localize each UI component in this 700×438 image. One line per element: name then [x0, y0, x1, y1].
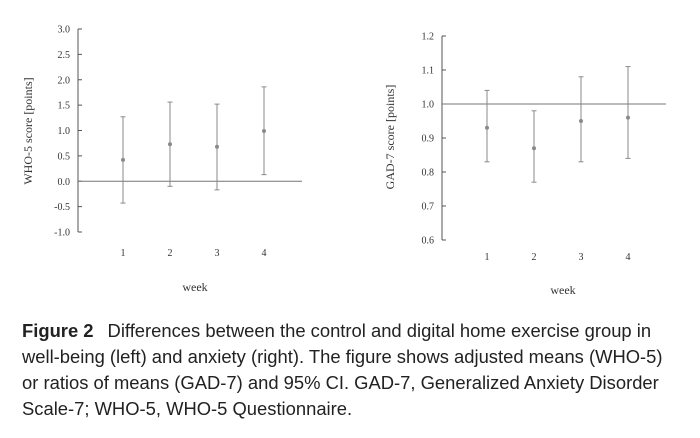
chart-gad7: 1.2 1.1 1.0 0.9 0.8 0.7 0.6 1 2 3 4 week GAD-7 score…: [383, 32, 666, 297]
who5-mean-point: [168, 142, 172, 147]
gad7-y-tick-label: 0.9: [422, 134, 435, 145]
who5-y-tick-label: 2.0: [58, 75, 71, 86]
caption-text: Differences between the control and digi…: [22, 320, 663, 419]
who5-y-tick-label: 3.0: [58, 25, 71, 36]
gad7-y-tick-label: 1.0: [422, 100, 435, 111]
who5-mean-point: [215, 144, 219, 149]
who5-y-tick-label: -0.5: [54, 202, 70, 213]
caption-label: Figure 2: [22, 320, 94, 341]
gad7-x-tick-label: 4: [626, 252, 631, 263]
gad7-x-tick-label: 2: [532, 252, 537, 263]
gad7-y-axis-title: GAD-7 score [points]: [383, 85, 397, 190]
who5-mean-point: [121, 157, 125, 162]
who5-x-axis-title: week: [182, 280, 207, 294]
who5-x-tick-label: 1: [121, 248, 126, 259]
gad7-mean-point: [532, 146, 536, 151]
who5-mean-point: [262, 129, 266, 134]
gad7-mean-point: [579, 119, 583, 123]
gad7-x-tick-label: 1: [485, 252, 490, 263]
who5-y-tick-label: -1.0: [54, 228, 70, 239]
who5-y-tick-label: 0.5: [58, 151, 71, 162]
who5-x-tick-label: 4: [262, 248, 267, 259]
gad7-y-tick-label: 1.2: [422, 32, 435, 43]
gad7-y-tick-label: 0.6: [422, 236, 435, 247]
gad7-y-tick-label: 0.7: [422, 202, 435, 213]
gad7-x-tick-label: 3: [579, 252, 584, 263]
who5-y-tick-label: 1.0: [58, 126, 71, 137]
who5-y-tick-label: 1.5: [58, 101, 71, 112]
who5-x-tick-label: 2: [168, 248, 173, 259]
who5-y-tick-label: 0.0: [58, 177, 71, 188]
who5-y-axis-title: WHO-5 score [points]: [21, 77, 35, 184]
who5-x-tick-label: 3: [215, 248, 220, 259]
chart-who5: 3.0 2.5 2.0 1.5 1.0 0.5 0.0 -0.5 -1.0 1 2 3 4 week WHO…: [21, 25, 302, 294]
gad7-x-axis-title: week: [550, 283, 575, 297]
gad7-mean-point: [485, 125, 489, 130]
figure-caption: Figure 2 Differences between the control …: [22, 318, 682, 422]
gad7-y-tick-label: 0.8: [422, 168, 435, 179]
who5-y-tick-label: 2.5: [58, 50, 71, 61]
gad7-mean-point: [626, 115, 630, 120]
gad7-y-tick-label: 1.1: [422, 66, 435, 77]
